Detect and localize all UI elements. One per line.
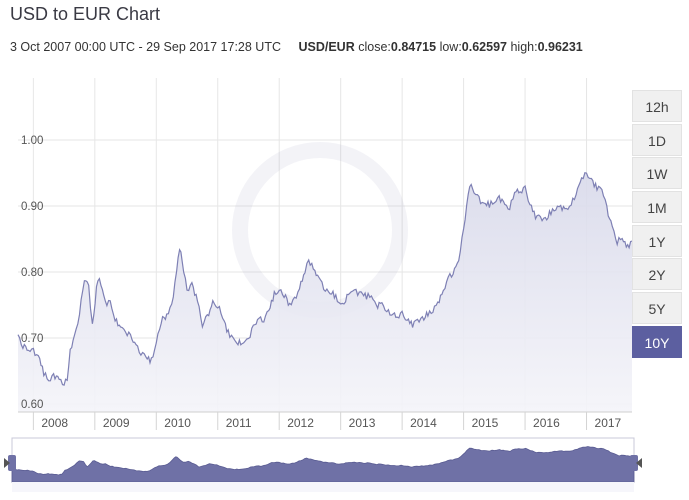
x-tick-label: 2010: [164, 416, 191, 430]
navigator-handle-left[interactable]: [8, 455, 16, 471]
low-label: low:: [439, 40, 462, 54]
range-button-2y[interactable]: 2Y: [632, 258, 682, 291]
x-tick-label: 2013: [349, 416, 376, 430]
range-button-12h[interactable]: 12h: [632, 90, 682, 122]
navigator-handle-right[interactable]: [630, 455, 638, 471]
low-value: 0.62597: [461, 40, 507, 54]
x-tick-label: 2012: [287, 416, 314, 430]
x-tick-label: 2008: [41, 416, 68, 430]
range-navigator[interactable]: [4, 437, 642, 492]
chart-subtitle: 3 Oct 2007 00:00 UTC - 29 Sep 2017 17:28…: [10, 40, 583, 54]
range-button-10y[interactable]: 10Y: [632, 325, 682, 358]
navigator-series: [11, 446, 635, 483]
range-button-1d[interactable]: 1D: [632, 123, 682, 156]
chart-title: USD to EUR Chart: [10, 4, 161, 24]
navigator-arrow-left-icon[interactable]: [4, 458, 10, 468]
close-label: close:: [358, 40, 391, 54]
y-tick-label: 0.70: [21, 333, 43, 345]
x-tick-label: 2014: [410, 416, 437, 430]
series-line-usd-eur: [17, 171, 633, 386]
y-tick-label: 1.00: [21, 135, 43, 147]
y-tick-label: 0.60: [21, 399, 43, 411]
x-tick-label: 2016: [533, 416, 560, 430]
y-tick-label: 0.80: [21, 267, 43, 279]
x-tick-label: 2009: [103, 416, 130, 430]
range-button-1m[interactable]: 1M: [632, 191, 682, 224]
series-area: [18, 172, 632, 412]
y-tick-label: 0.90: [21, 201, 43, 213]
range-button-1y[interactable]: 1Y: [632, 224, 682, 257]
currency-pair: USD/EUR: [298, 40, 355, 54]
x-tick-label: 2015: [472, 416, 499, 430]
x-tick-label: 2017: [595, 416, 622, 430]
range-button-5y[interactable]: 5Y: [632, 292, 682, 325]
date-range: 3 Oct 2007 00:00 UTC - 29 Sep 2017 17:28…: [10, 40, 281, 54]
high-label: high:: [510, 40, 538, 54]
close-value: 0.84715: [390, 40, 437, 54]
navigator-arrow-right-icon[interactable]: [636, 458, 642, 468]
range-selector: 12h 1D 1W 1M 1Y 2Y 5Y 10Y: [632, 90, 684, 360]
x-tick-label: 2011: [226, 416, 252, 430]
high-value: 0.96231: [537, 40, 583, 54]
range-button-1w[interactable]: 1W: [632, 157, 682, 190]
